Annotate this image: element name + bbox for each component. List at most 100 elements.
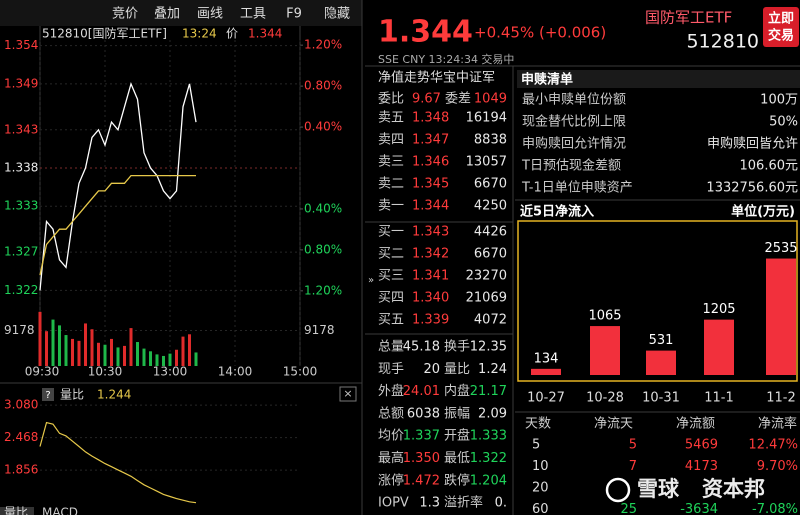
etf-name: 国防军工ETF (645, 9, 732, 27)
toolbar-item[interactable]: 竞价 (112, 6, 138, 22)
list-value: 100万 (760, 93, 798, 108)
volume-bar (136, 342, 139, 366)
volume-bar (123, 345, 126, 366)
book-level: 卖一 (378, 199, 404, 214)
book-level: 买四 (378, 291, 404, 306)
stat-value: 1.333 (470, 429, 507, 444)
indicator-tick-label: 2.468 (4, 430, 38, 444)
book-level: 买三 (378, 269, 404, 284)
flow-category: 11-1 (704, 391, 734, 406)
stat-value: 1.472 (403, 473, 440, 488)
stat-value: 21.17 (470, 384, 507, 399)
flow-bar (766, 258, 796, 375)
book-price: 1.339 (412, 313, 449, 328)
book-volume: 13057 (466, 155, 507, 170)
bottom-tab[interactable]: 量比 (4, 506, 28, 515)
book-volume: 4426 (474, 225, 507, 240)
volume-bar (188, 334, 191, 366)
stat-label: 总量 (378, 340, 404, 355)
volume-bar (194, 352, 198, 366)
flow-bar (704, 319, 734, 375)
y-tick-label: 1.354 (4, 38, 38, 52)
list-header-bg (517, 70, 800, 88)
close-box[interactable] (339, 386, 357, 402)
stat-value: 1.204 (470, 473, 507, 488)
list-value: 50% (769, 115, 798, 130)
y-tick-label: 1.349 (4, 76, 38, 90)
volume-bar (97, 342, 100, 366)
y-tick-label: 1.333 (4, 199, 38, 213)
book-level: 卖二 (378, 177, 404, 192)
value: 9.67 (412, 92, 441, 107)
toolbar-item[interactable]: 隐藏 (324, 7, 350, 22)
stat-value: 6038 (407, 406, 440, 421)
book-price: 1.342 (412, 247, 449, 262)
list-value: 1332756.60元 (706, 181, 798, 196)
volume-bar (175, 349, 178, 366)
volume-bar (162, 355, 165, 366)
list-label: T-1日单位申赎资产 (521, 181, 633, 196)
book-level: 卖四 (378, 133, 404, 148)
trade-button-label[interactable]: 立即 (768, 11, 794, 27)
x-tick-label: 15:00 (283, 365, 318, 379)
collapse-arrow[interactable]: » (368, 275, 374, 286)
book-price: 1.346 (412, 155, 449, 170)
y2-tick-label: 1.20% (304, 38, 342, 52)
last-price: 1.344 (378, 15, 473, 50)
flow-value-label: 1205 (702, 302, 735, 317)
stat-label: 溢折率 (444, 495, 483, 511)
watermark-logo (605, 477, 631, 503)
flow-box (517, 220, 798, 382)
stat-value: 12.35 (470, 340, 507, 355)
y2-tick-label: 0.80% (304, 79, 342, 93)
y-tick-label: 1.338 (4, 161, 38, 175)
stat-label: 外盘 (378, 383, 404, 399)
y2-tick-label: 0.40% (304, 120, 342, 134)
table-header: 净流天 (594, 417, 633, 432)
toolbar-item[interactable]: 叠加 (154, 7, 180, 22)
flow-value-label: 134 (534, 351, 559, 366)
stat-label: 总额 (378, 406, 404, 421)
price-line (39, 81, 197, 291)
y-tick-label: 1.343 (4, 122, 38, 136)
stat-label: 内盘 (444, 383, 470, 399)
trade-button-label[interactable]: 交易 (768, 28, 794, 44)
nav-link[interactable]: 净值走势华宝中证军 (378, 70, 495, 86)
volume-bar (168, 353, 172, 366)
chart-time: 13:24 (182, 27, 217, 41)
table-header: 净流率 (758, 416, 797, 432)
indicator-tick-label: 3.080 (4, 398, 38, 412)
indicator-line (39, 421, 197, 504)
book-volume: 4250 (474, 199, 507, 214)
stat-value: 45.18 (403, 340, 440, 355)
flow-bar (646, 350, 676, 375)
watermark: 雪球 (637, 477, 680, 501)
volume-bar (116, 347, 120, 366)
bottom-tab[interactable]: MACD (42, 506, 78, 515)
help-icon[interactable]: ? (45, 390, 50, 401)
stat-value: 0. (495, 496, 507, 511)
toolbar-item[interactable]: F9 (286, 7, 302, 22)
x-tick-label: 10:30 (88, 365, 123, 379)
stat-label: 开盘 (444, 428, 470, 444)
close-icon[interactable]: × (343, 387, 352, 400)
flow-category: 10-28 (586, 391, 624, 406)
indicator-name: 量比 (60, 388, 84, 402)
label: 委比 (378, 92, 404, 107)
y-tick-label: 1.322 (4, 283, 38, 297)
x-tick-label: 13:00 (153, 365, 188, 379)
table-header: 净流额 (676, 417, 715, 432)
book-volume: 6670 (474, 177, 507, 192)
flow-unit: 单位(万元) (731, 204, 795, 220)
y-tick-label: 1.327 (4, 245, 38, 259)
table-cell: 5 (532, 438, 540, 453)
volume-bar (51, 319, 55, 366)
stat-label: 涨停 (378, 472, 404, 488)
volume-tick-label: 9178 (4, 323, 35, 337)
trade-button[interactable] (763, 7, 799, 47)
chart-title: 512810[国防军工ETF] (42, 26, 167, 41)
toolbar-item[interactable]: 画线 (197, 7, 223, 22)
book-price: 1.341 (412, 269, 449, 284)
toolbar-item[interactable]: 工具 (240, 7, 266, 22)
quote-info: SSE CNY 13:24:34 交易中 (378, 52, 514, 66)
